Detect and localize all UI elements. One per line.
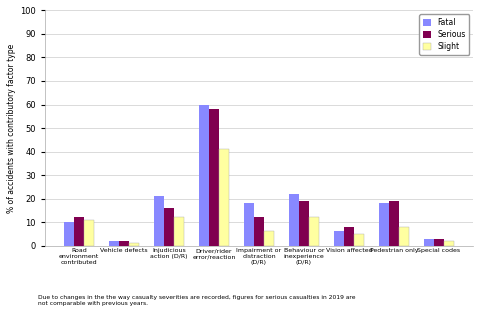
Bar xyxy=(354,234,364,246)
Bar xyxy=(219,149,229,246)
Bar xyxy=(434,239,444,246)
Bar xyxy=(334,231,344,246)
Legend: Fatal, Serious, Slight: Fatal, Serious, Slight xyxy=(420,14,469,55)
Y-axis label: % of accidents with contributory factor type: % of accidents with contributory factor … xyxy=(7,43,16,213)
Bar xyxy=(119,241,129,246)
Bar xyxy=(199,104,209,246)
Bar xyxy=(244,203,254,246)
Bar xyxy=(64,222,74,246)
Bar xyxy=(74,217,84,246)
Bar xyxy=(164,208,174,246)
Bar xyxy=(399,227,408,246)
Bar xyxy=(84,220,94,246)
Bar xyxy=(309,217,319,246)
Bar xyxy=(209,109,219,246)
Bar xyxy=(299,201,309,246)
Bar xyxy=(109,241,119,246)
Bar xyxy=(389,201,399,246)
Bar xyxy=(344,227,354,246)
Bar xyxy=(154,196,164,246)
Bar xyxy=(289,194,299,246)
Bar xyxy=(379,203,389,246)
Bar xyxy=(424,239,434,246)
Bar xyxy=(174,217,184,246)
Bar xyxy=(444,241,454,246)
Text: Due to changes in the the way casualty severities are recorded, figures for seri: Due to changes in the the way casualty s… xyxy=(38,295,356,306)
Bar xyxy=(264,231,274,246)
Bar xyxy=(129,243,139,246)
Bar xyxy=(254,217,264,246)
